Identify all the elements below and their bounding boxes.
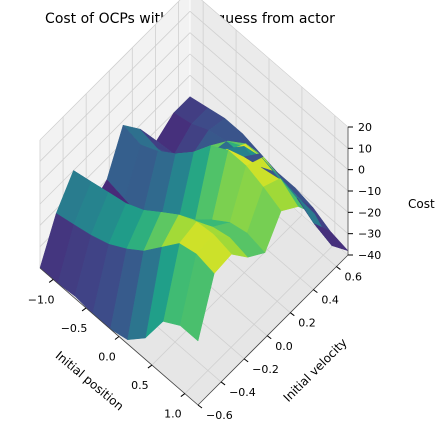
z-tick-label: 20 (358, 121, 372, 134)
z-tick-label: −40 (358, 249, 381, 262)
x-tick-label: −1.0 (28, 293, 55, 306)
z-axis-label: Cost (408, 197, 435, 211)
y-tick-label-mark (221, 382, 225, 385)
z-tick-label: 0 (358, 164, 365, 177)
y-tick-label: 0.4 (321, 294, 339, 307)
y-tick-label-mark (313, 290, 317, 293)
y-tick-label-mark (336, 267, 340, 270)
x-tick-label-mark (82, 308, 86, 311)
y-tick-label: 0.6 (344, 271, 362, 284)
x-tick-label-mark (49, 279, 53, 282)
z-tick-label: −10 (358, 185, 381, 198)
x-tick-label: 1.0 (164, 408, 182, 421)
z-tick-label: −30 (358, 228, 381, 241)
y-tick-label-mark (267, 336, 271, 339)
y-tick-label-mark (198, 405, 202, 408)
y-tick-label: −0.6 (206, 409, 233, 422)
x-tick-label-mark (148, 365, 152, 368)
x-tick-label-mark (181, 394, 185, 397)
y-tick-label-mark (290, 313, 294, 316)
z-tick-label: 10 (358, 142, 372, 155)
y-tick-label-mark (244, 359, 248, 362)
y-tick-label: 0.0 (275, 340, 293, 353)
x-tick-label: 0.5 (131, 379, 149, 392)
y-tick-label: 0.2 (298, 317, 316, 330)
x-tick-label-mark (115, 337, 119, 340)
z-tick-label: −20 (358, 206, 381, 219)
y-tick-label: −0.4 (229, 386, 256, 399)
y-tick-label: −0.2 (252, 363, 279, 376)
x-tick-label: 0.0 (98, 351, 116, 364)
x-tick-label: −0.5 (61, 322, 88, 335)
